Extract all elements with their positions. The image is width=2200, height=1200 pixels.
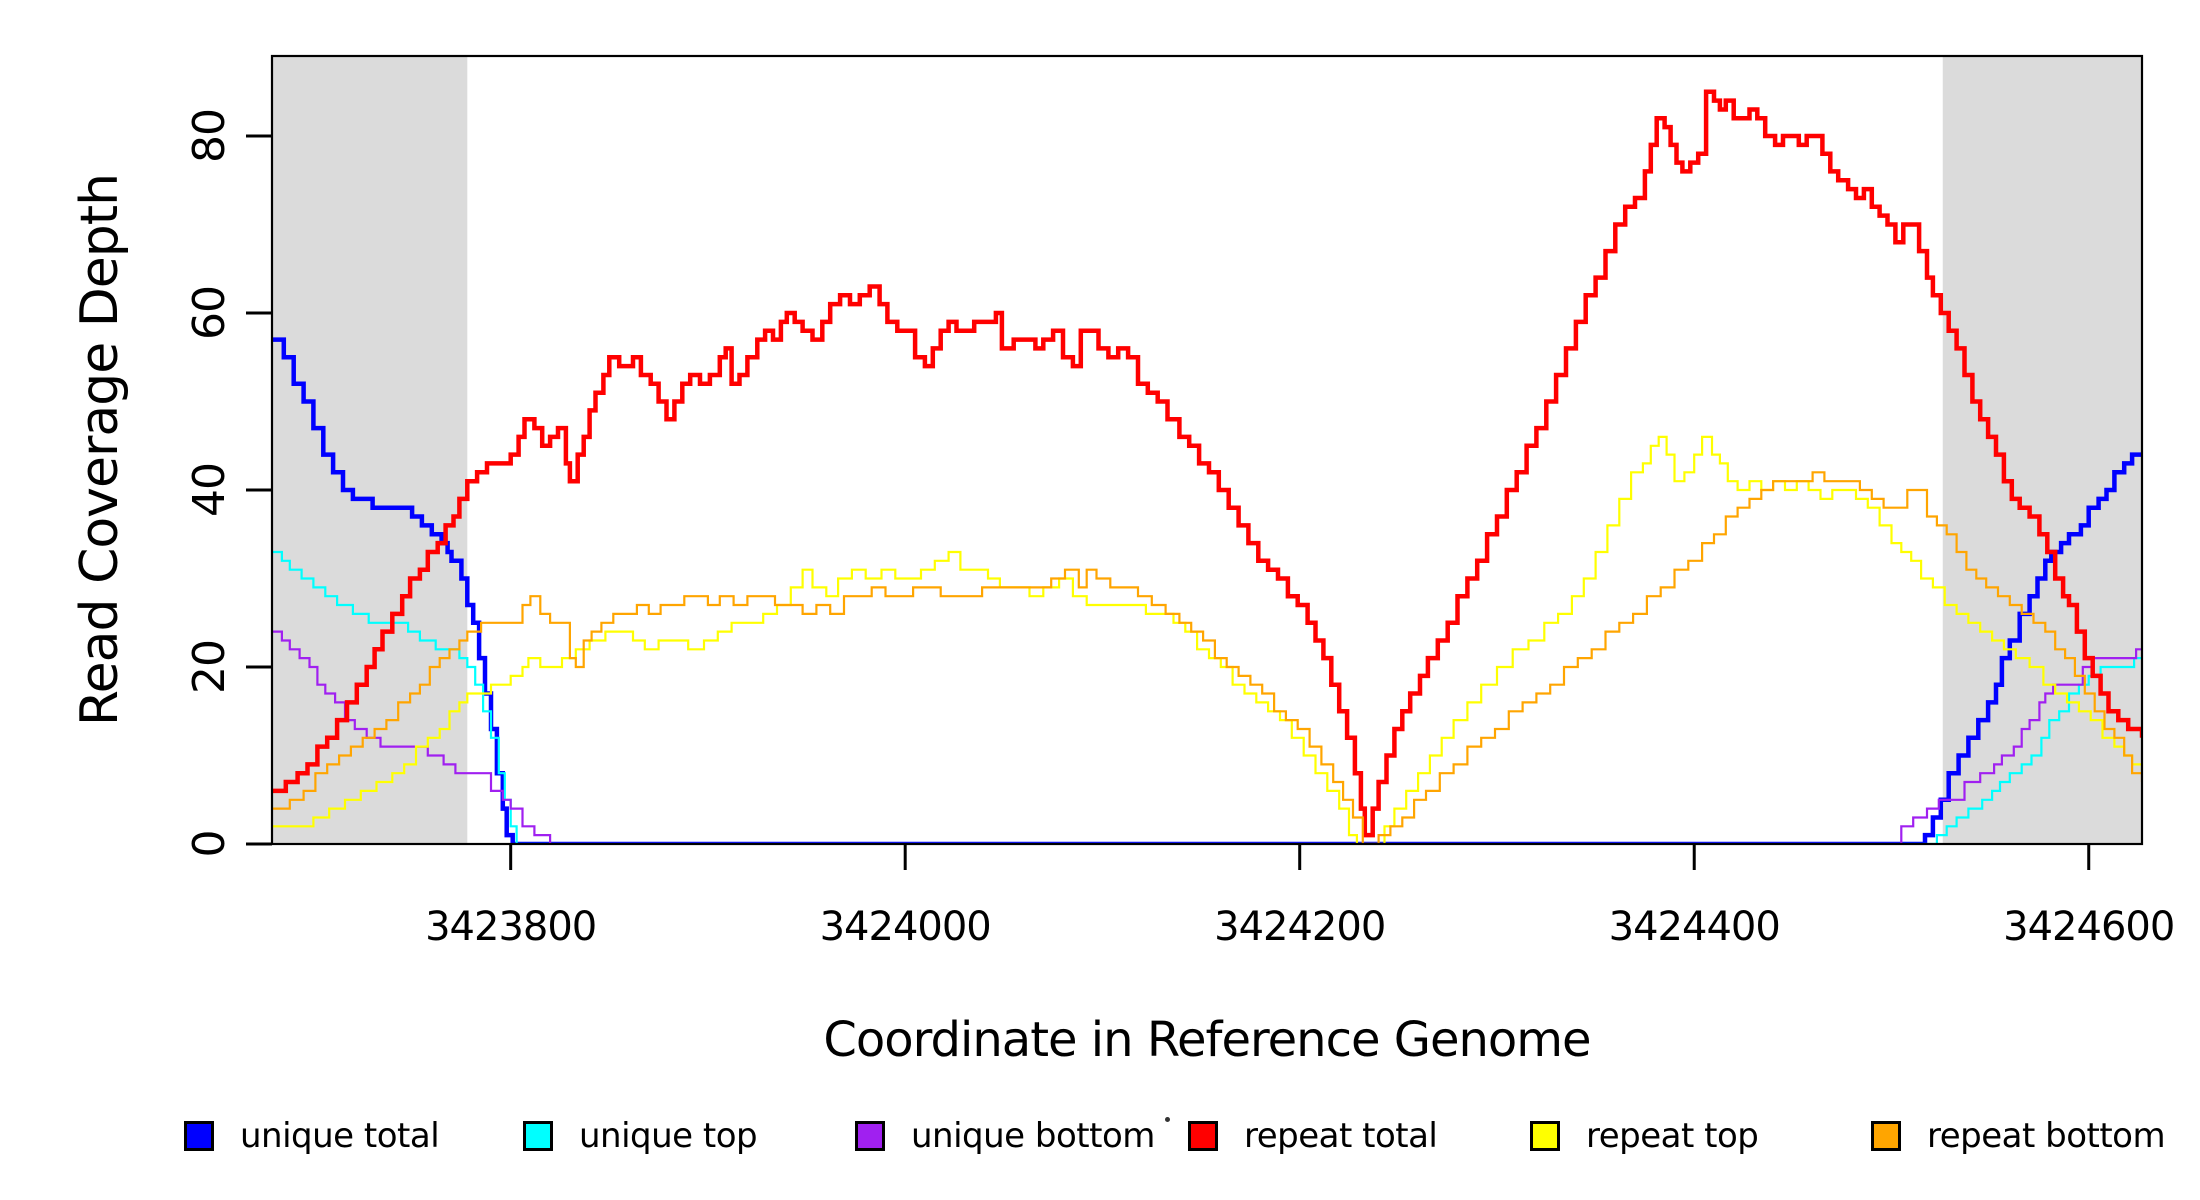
x-tick-label: 3424600 xyxy=(2003,904,2174,950)
repeat-top-swatch-icon xyxy=(1530,1121,1560,1151)
legend-label: repeat total xyxy=(1244,1116,1438,1156)
y-axis-title: Read Coverage Depth xyxy=(70,173,130,727)
unique-total-swatch-icon xyxy=(184,1121,214,1151)
legend-label: unique top xyxy=(579,1116,758,1156)
legend-label: repeat top xyxy=(1586,1116,1759,1156)
series-line-unique-bottom xyxy=(272,630,2142,844)
y-tick-label: 20 xyxy=(184,640,235,694)
legend-item-unique-bottom: unique bottom xyxy=(855,1116,1155,1156)
y-tick-label: 0 xyxy=(184,831,235,858)
x-tick-label: 3424000 xyxy=(820,904,991,950)
stray-dot-artifact xyxy=(1165,1117,1170,1122)
y-tick-label: 40 xyxy=(184,463,235,517)
repeat-bottom-swatch-icon xyxy=(1871,1121,1901,1151)
series-line-repeat-bottom xyxy=(272,471,2142,844)
series-line-repeat-top xyxy=(272,435,2142,844)
legend-item-repeat-top: repeat top xyxy=(1530,1116,1759,1156)
y-tick-label: 60 xyxy=(184,286,235,340)
y-tick-label: 80 xyxy=(184,109,235,163)
x-tick-label: 3424200 xyxy=(1214,904,1385,950)
legend-item-unique-top: unique top xyxy=(523,1116,758,1156)
legend-item-repeat-total: repeat total xyxy=(1188,1116,1438,1156)
x-tick-label: 3424400 xyxy=(1609,904,1780,950)
unique-top-swatch-icon xyxy=(523,1121,553,1151)
legend-label: unique total xyxy=(240,1116,440,1156)
series-line-unique-top xyxy=(272,550,2142,844)
x-axis-title: Coordinate in Reference Genome xyxy=(823,1012,1591,1068)
legend-item-repeat-bottom: repeat bottom xyxy=(1871,1116,2166,1156)
shaded-edge-region-right xyxy=(1942,56,2142,844)
series-line-repeat-total xyxy=(272,89,2142,838)
legend-item-unique-total: unique total xyxy=(184,1116,440,1156)
shaded-edge-region-left xyxy=(272,56,468,844)
x-tick-label: 3423800 xyxy=(425,904,596,950)
legend-label: repeat bottom xyxy=(1927,1116,2166,1156)
unique-bottom-swatch-icon xyxy=(855,1121,885,1151)
plot-box xyxy=(270,54,2144,846)
series-group xyxy=(272,89,2142,844)
legend-label: unique bottom xyxy=(911,1116,1155,1156)
repeat-total-swatch-icon xyxy=(1188,1121,1218,1151)
series-line-unique-total xyxy=(272,337,2142,844)
